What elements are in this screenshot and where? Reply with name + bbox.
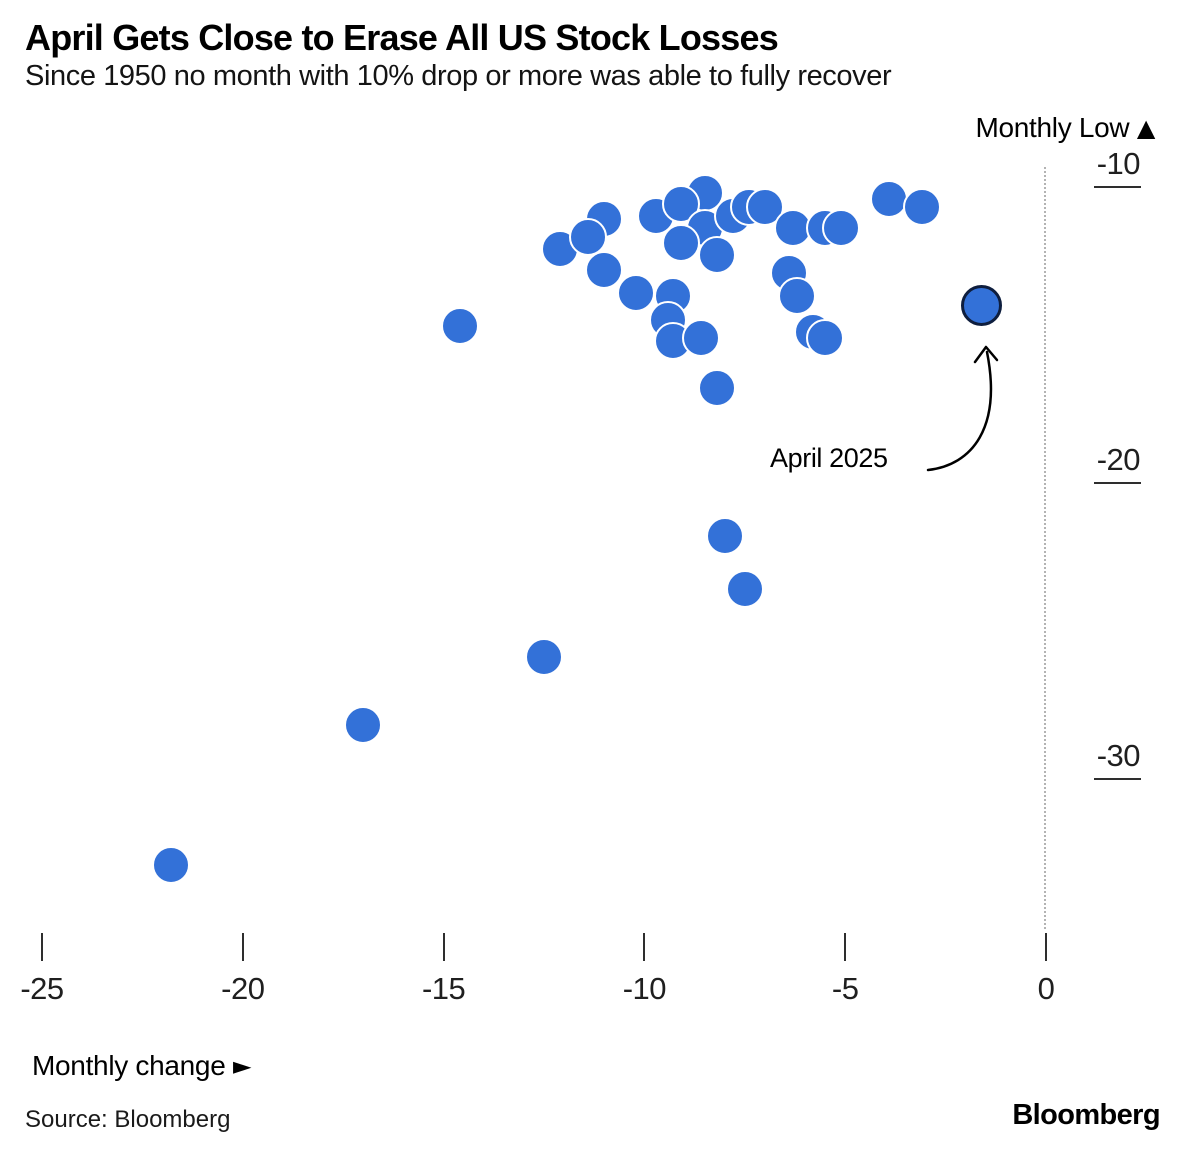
- data-point: [569, 218, 608, 256]
- data-point-april-2025: [961, 284, 1003, 326]
- data-point: [822, 209, 861, 248]
- x-tick-mark: [241, 933, 244, 961]
- y-tick-label: -20: [1096, 442, 1141, 477]
- data-point: [151, 845, 190, 884]
- x-tick-label: 0: [1037, 971, 1055, 1006]
- x-axis-title-text: Monthly change: [32, 1050, 226, 1081]
- data-point: [661, 223, 700, 262]
- data-point: [778, 277, 816, 316]
- data-point: [681, 318, 720, 357]
- y-tick-mark: [1094, 186, 1141, 188]
- x-tick-mark: [643, 933, 646, 961]
- data-point: [585, 250, 624, 289]
- right-triangle-icon: ►: [232, 1052, 252, 1080]
- zero-dotted-line: [1044, 167, 1046, 929]
- x-tick-label: -20: [221, 971, 265, 1006]
- data-point: [773, 209, 812, 248]
- data-point: [697, 368, 736, 407]
- up-triangle-icon: ▲: [1136, 114, 1155, 142]
- data-point: [902, 188, 941, 227]
- chart-title: April Gets Close to Erase All US Stock L…: [25, 17, 779, 58]
- x-tick-mark: [1045, 933, 1047, 961]
- data-point: [344, 706, 383, 745]
- x-axis-title: Monthly change ►: [32, 1050, 251, 1082]
- y-tick-label: -10: [1096, 146, 1141, 181]
- source-text: Source: Bloomberg: [25, 1106, 231, 1133]
- x-tick-mark: [41, 933, 43, 961]
- data-point: [697, 235, 736, 274]
- x-tick-label: -5: [831, 971, 859, 1006]
- y-axis-title-text: Monthly Low: [975, 112, 1130, 143]
- data-point: [440, 306, 479, 345]
- y-tick-mark: [1094, 482, 1141, 484]
- x-tick-label: -10: [622, 971, 667, 1006]
- y-axis-title: Monthly Low ▲: [975, 112, 1155, 144]
- data-point: [617, 274, 656, 313]
- bloomberg-logo: Bloomberg: [1012, 1099, 1160, 1131]
- y-tick-label: -30: [1096, 738, 1141, 773]
- data-point: [705, 516, 744, 555]
- data-point: [806, 318, 845, 357]
- x-tick-label: -15: [421, 971, 466, 1006]
- x-tick-mark: [844, 933, 847, 961]
- annotation-label: April 2025: [770, 443, 888, 473]
- x-tick-mark: [442, 933, 445, 961]
- data-point: [725, 570, 764, 609]
- x-tick-label: -25: [20, 971, 64, 1006]
- y-tick-mark: [1094, 778, 1141, 780]
- chart-subtitle: Since 1950 no month with 10% drop or mor…: [25, 60, 892, 92]
- data-point: [525, 638, 563, 677]
